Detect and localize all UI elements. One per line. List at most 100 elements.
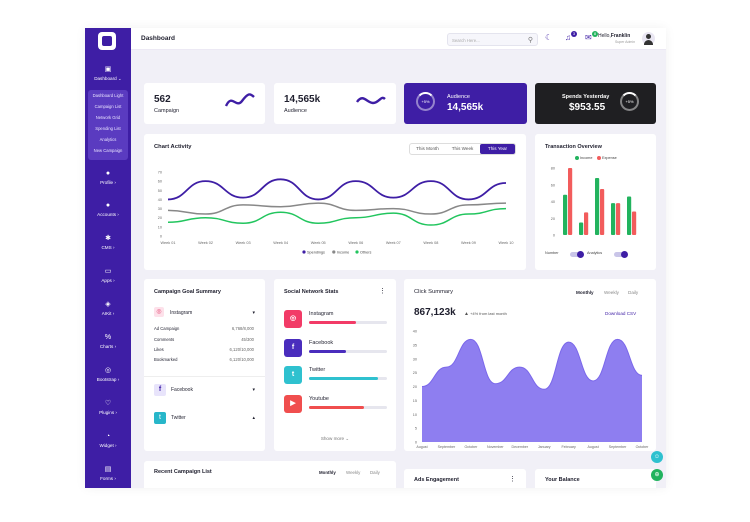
sidebar-item-forms[interactable]: ▤ Forms › — [100, 466, 116, 481]
x-tick-label: Week 06 — [348, 241, 363, 245]
stat-card-campaign: 562 Campaign — [144, 83, 265, 124]
tab-daily[interactable]: Daily — [628, 290, 639, 295]
stat-card-spends: Spends Yesterday $953.55 +5% — [535, 83, 656, 124]
goal-row: Likes 6,120/10,000 — [154, 347, 254, 352]
card-title: Transaction Overview — [545, 144, 602, 150]
goal-row: Bookmarked 6,120/10,000 — [154, 357, 254, 362]
y-tick-label: 0 — [415, 441, 417, 445]
legend-label: Income — [337, 251, 349, 255]
area-fill — [422, 339, 642, 442]
divider — [144, 376, 265, 377]
y-tick-label: 25 — [413, 371, 417, 375]
sidebar-item-cms[interactable]: ✱ CMS › — [101, 235, 115, 250]
tab-weekly[interactable]: Weekly — [604, 290, 619, 295]
tab-daily[interactable]: Daily — [370, 470, 380, 475]
sidebar-item-aikit[interactable]: ◈ AIKit › — [101, 301, 115, 316]
sidebar-item-dashboard[interactable]: ▣ Dashboard ⌄ — [94, 66, 122, 81]
cart-icon[interactable]: ⊕ — [651, 469, 663, 481]
y-tick-label: 70 — [158, 171, 162, 175]
sidebar-item-charts[interactable]: % Charts › — [99, 334, 117, 349]
tab-this-year[interactable]: This Year — [480, 144, 515, 154]
legend-label: Spendings — [307, 251, 325, 255]
x-tick-label: Week 01 — [161, 241, 176, 245]
y-tick-label: 20 — [551, 217, 555, 221]
tab-this-month[interactable]: This Month — [416, 146, 439, 151]
stat-label: Audience — [284, 108, 307, 114]
legend-dot — [355, 250, 359, 254]
download-csv-link[interactable]: Download CSV — [605, 311, 637, 316]
x-tick-label: September — [438, 445, 456, 449]
tab-weekly[interactable]: Weekly — [346, 470, 361, 475]
bell-icon[interactable]: ♫ — [565, 33, 571, 42]
submenu-item[interactable]: Campaign List — [94, 104, 122, 109]
card-title: Chart Activity — [154, 144, 192, 150]
user-name: Franklin — [610, 33, 631, 39]
sidebar-item-profile[interactable]: ● Profile › — [100, 170, 116, 185]
search-icon[interactable]: ⚲ — [527, 37, 533, 44]
goal-row: Ad Campaign 6,768/8,000 — [154, 326, 254, 331]
submenu-item[interactable]: New Campaign — [93, 148, 123, 153]
x-tick-label: Week 10 — [499, 241, 514, 245]
chevron-up-icon[interactable]: ▴ — [252, 415, 255, 421]
y-tick-label: 10 — [158, 225, 162, 229]
card-title: Social Network Stats — [284, 289, 339, 295]
series-line-spendings — [167, 178, 507, 201]
y-tick-label: 60 — [551, 183, 555, 187]
monitor-icon: ▭ — [104, 268, 112, 275]
ads-engagement-card: Ads Engagement ⋮ — [404, 469, 526, 488]
x-tick-label: February — [561, 445, 576, 449]
bar-income — [579, 222, 584, 235]
tab-monthly[interactable]: Monthly — [319, 470, 336, 475]
card-title: Your Balance — [545, 477, 580, 483]
click-total: 867,123k — [414, 307, 456, 318]
progress-fill — [309, 321, 356, 324]
chevron-down-icon[interactable]: ▾ — [252, 387, 255, 393]
mail-icon[interactable]: ✉ — [585, 33, 592, 42]
sidebar-item-plugins[interactable]: ♡ Plugins › — [99, 400, 117, 415]
form-icon: ▤ — [104, 466, 112, 473]
submenu-item[interactable]: Network Grid — [95, 115, 121, 120]
y-tick-label: 35 — [413, 343, 417, 347]
widget-icon: ◔ — [105, 433, 111, 440]
bar-income — [595, 178, 600, 235]
submenu-item[interactable]: Spending List — [95, 126, 121, 131]
app-logo[interactable] — [98, 32, 116, 50]
submenu-item[interactable]: Dashboard Light — [92, 93, 124, 98]
y-tick-label: 40 — [158, 198, 162, 202]
y-tick-label: 15 — [413, 399, 417, 403]
tab-this-week[interactable]: This Week — [451, 146, 474, 151]
x-tick-label: October — [636, 445, 650, 449]
y-tick-label: 30 — [413, 357, 417, 361]
wave-icon — [224, 93, 255, 107]
more-vertical-icon[interactable]: ⋮ — [509, 476, 516, 483]
sidebar: ▣ Dashboard ⌄ Dashboard Light Campaign Li… — [85, 28, 131, 488]
show-more-link[interactable]: Show more ⌄ — [320, 436, 350, 441]
sidebar-item-bootstrap[interactable]: ◎ Bootstrap › — [96, 367, 120, 382]
y-tick-label: 20 — [413, 385, 417, 389]
x-tick-label: January — [538, 445, 551, 449]
tab-monthly[interactable]: Monthly — [576, 290, 594, 295]
x-tick-label: Week 07 — [386, 241, 401, 245]
twitter-icon: t — [284, 366, 302, 384]
toggle-analytics[interactable] — [614, 251, 628, 258]
search-input[interactable]: Search Here... ⚲ — [447, 33, 538, 46]
sidebar-item-widget[interactable]: ◔ Widget › — [99, 433, 117, 448]
toggle-label-analytics: Analytics — [587, 251, 603, 255]
goal-facebook-label: Facebook — [171, 387, 193, 393]
sidebar-item-accounts[interactable]: ● Accounts › — [97, 202, 119, 217]
sidebar-item-apps[interactable]: ▭ Apps › — [101, 268, 115, 283]
progress-ring: +5% — [416, 92, 435, 111]
toggle-number[interactable] — [570, 251, 584, 258]
bar-income — [627, 196, 632, 235]
greeting: Hello,Franklin — [598, 33, 631, 39]
chevron-down-icon[interactable]: ▾ — [252, 310, 255, 316]
avatar[interactable] — [642, 32, 655, 45]
more-vertical-icon[interactable]: ⋮ — [379, 288, 386, 295]
facebook-icon: f — [284, 339, 302, 357]
submenu-item[interactable]: Analytics — [99, 137, 117, 142]
stat-value: 14,565k — [284, 94, 321, 105]
support-icon[interactable]: ☺ — [651, 451, 663, 463]
moon-icon[interactable]: ☾ — [545, 33, 553, 42]
mail-badge: 8 — [592, 31, 598, 37]
